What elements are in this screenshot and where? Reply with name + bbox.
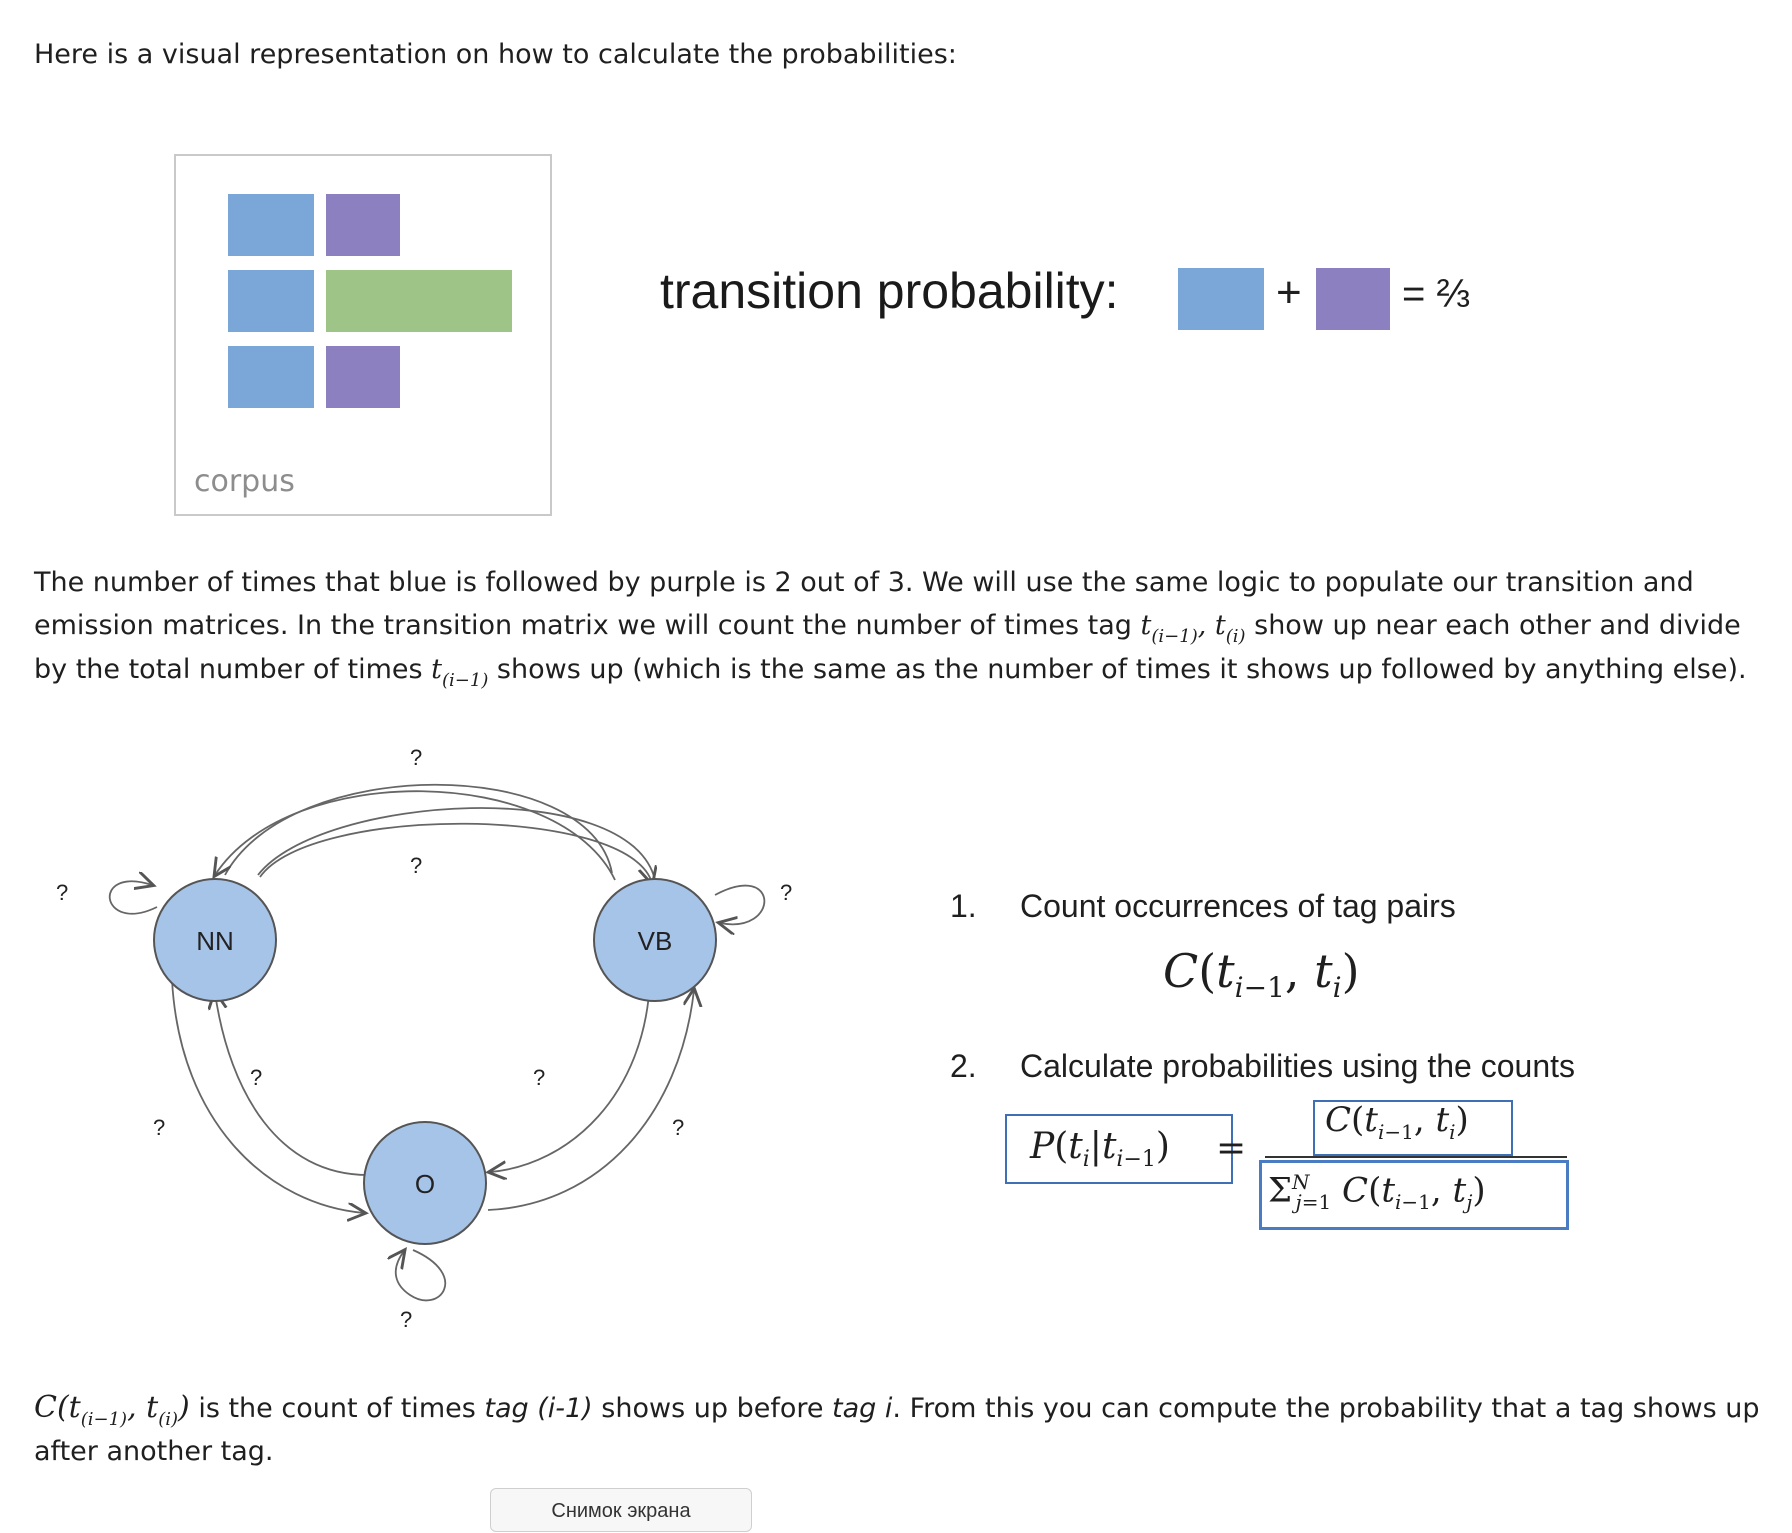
edge-o-to-nn (215, 993, 369, 1176)
footer-count-math: C(t(i−1), t(i)) (34, 1390, 190, 1430)
corpus-block-purple-2 (326, 346, 400, 408)
corpus-block-green (326, 270, 512, 332)
edge-vb-to-nn (257, 807, 656, 881)
corpus-label: corpus (194, 464, 295, 499)
step-2-number: 2. (950, 1048, 977, 1084)
explanation-line-2a: emission matrices. In the transition mat… (34, 610, 1141, 641)
step-1-text: Count occurrences of tag pairs (1020, 888, 1456, 924)
footer-t1: is the count of times (189, 1393, 485, 1424)
corpus-block-blue-3 (228, 346, 314, 408)
edge-vb-self (714, 884, 766, 925)
q-top-inner: ? (410, 853, 422, 878)
q-vb-to-o: ? (533, 1065, 545, 1090)
explanation-line-3b: shows up (which is the same as the numbe… (488, 654, 1747, 685)
count-formula: C(ti−1, ti) (1163, 944, 1360, 1005)
q-o-self: ? (400, 1307, 412, 1332)
corpus-figure: corpus (174, 154, 552, 516)
q-vb-self: ? (780, 880, 792, 905)
transition-purple-square (1316, 268, 1390, 330)
footer-t4: tag i (832, 1393, 893, 1424)
prev-tag-math: t(i−1) (431, 654, 489, 691)
corpus-block-blue-2 (228, 270, 314, 332)
edge-nn-to-o (171, 979, 364, 1213)
node-vb: VB (593, 878, 717, 1002)
tag-pair-math: t(i−1), t(i) (1140, 610, 1246, 647)
node-nn: NN (153, 878, 277, 1002)
edge-o-to-vb (487, 990, 694, 1211)
q-top-outer: ? (410, 745, 422, 770)
edge-o-self (396, 1250, 447, 1302)
q-nn-to-o: ? (153, 1115, 165, 1140)
transition-blue-square (1178, 268, 1264, 330)
node-nn-label: NN (196, 926, 234, 956)
edge-top-inner (259, 822, 652, 883)
node-vb-label: VB (638, 926, 673, 956)
footer-t2: tag (i-1) (484, 1393, 593, 1424)
explanation-line-3: by the total number of times t(i−1) show… (34, 648, 1747, 703)
probability-lhs: P(ti|ti−1) (1030, 1126, 1170, 1173)
numerator: C(ti−1, ti) (1325, 1100, 1469, 1144)
q-nn-self: ? (56, 880, 68, 905)
step-2-text: Calculate probabilities using the counts (1020, 1048, 1575, 1084)
footer-t3: shows up before (592, 1393, 833, 1424)
edge-nn-self (108, 881, 158, 915)
transition-plus: + (1276, 268, 1302, 317)
denominator-box (1259, 1160, 1569, 1230)
edge-top-outer (215, 790, 616, 881)
explanation-line-1: The number of times that blue is followe… (34, 567, 1694, 598)
intro-text: Here is a visual representation on how t… (34, 39, 957, 70)
corpus-block-purple-1 (326, 194, 400, 256)
q-o-to-nn: ? (250, 1065, 262, 1090)
equals-sign: = (1216, 1128, 1247, 1169)
footer-t5: . From this you can compute the probabil… (892, 1393, 1760, 1424)
footer-line-1: C(t(i−1), t(i)) is the count of times ta… (34, 1386, 1759, 1442)
q-o-to-vb: ? (672, 1115, 684, 1140)
fraction-bar (1265, 1156, 1567, 1158)
explanation-line-3a: by the total number of times (34, 654, 432, 685)
explanation-line-2b: show up near each other and divide (1245, 610, 1741, 641)
edge-nn-to-vb (224, 783, 613, 876)
step-1-number: 1. (950, 888, 977, 924)
denominator: ΣNj=1 C(ti−1, tj) (1268, 1170, 1486, 1215)
transition-result: = ⅔ (1402, 272, 1470, 316)
node-o: O (363, 1121, 487, 1245)
explanation-line-2: emission matrices. In the transition mat… (34, 604, 1741, 659)
probability-lhs-box (1005, 1114, 1233, 1184)
state-diagram: NN VB O ? ? ? ? ? ? ? ? ? (56, 745, 792, 1332)
screenshot-button[interactable]: Снимок экрана (490, 1488, 752, 1532)
numerator-box (1313, 1100, 1513, 1156)
node-o-label: O (415, 1169, 435, 1199)
corpus-block-blue-1 (228, 194, 314, 256)
footer-line-2: after another tag. (34, 1436, 274, 1467)
transition-probability-label: transition probability: (660, 263, 1119, 319)
edge-vb-to-o (490, 979, 651, 1172)
